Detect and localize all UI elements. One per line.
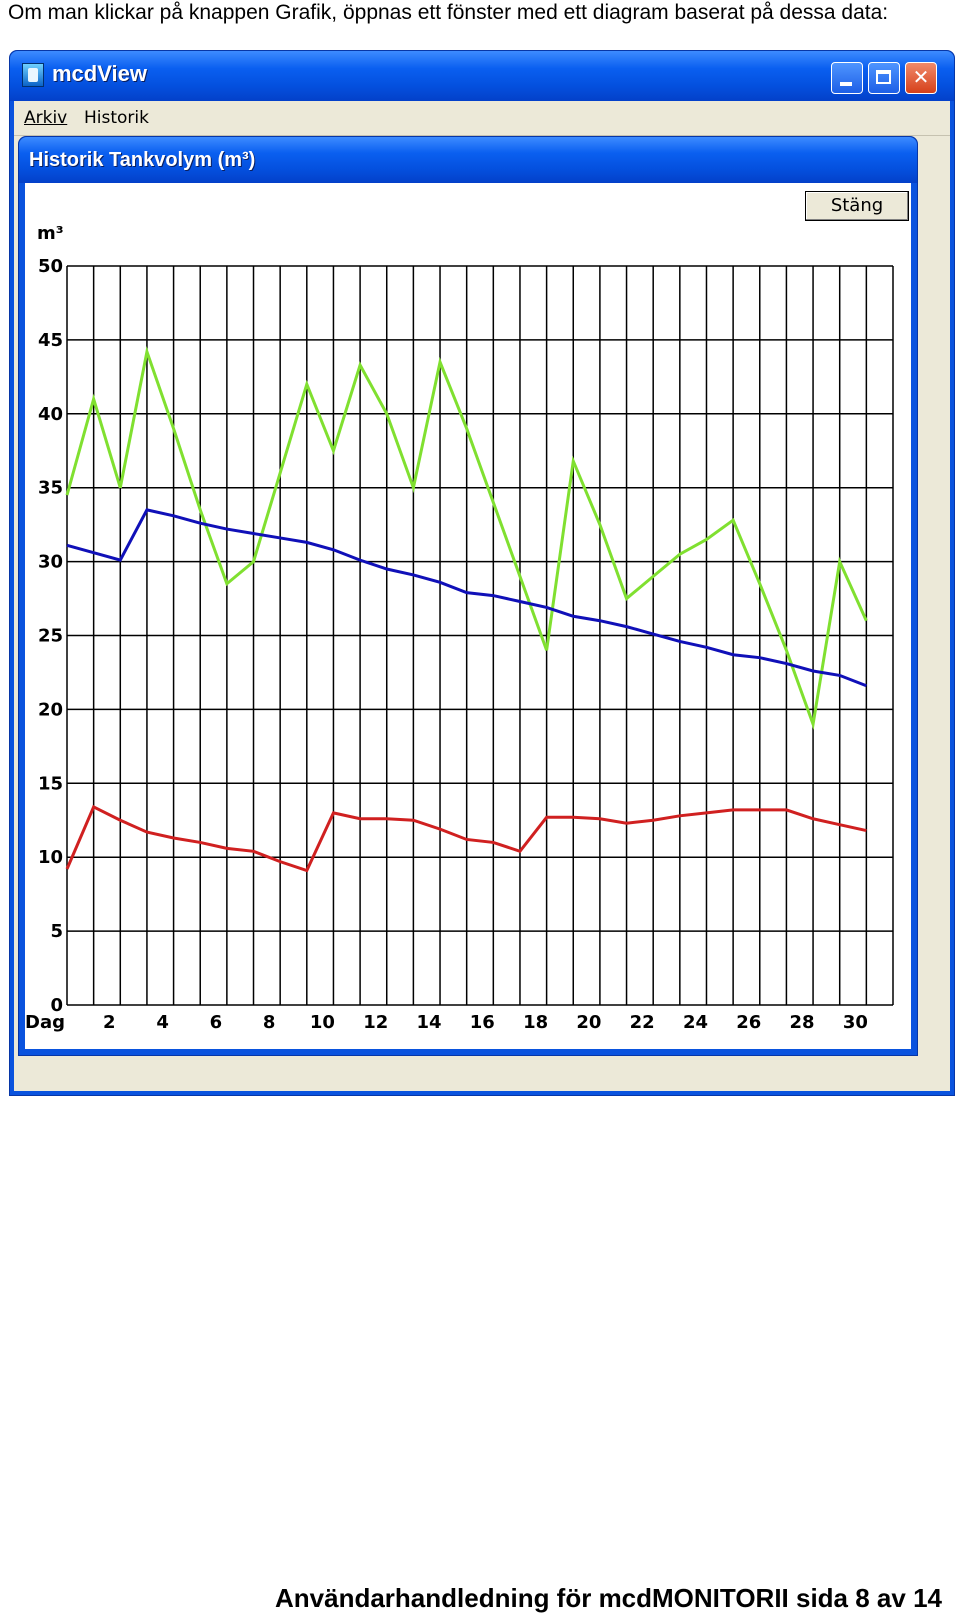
x-tick-label: 18 [523,1012,548,1033]
maximize-icon [876,70,891,84]
title-bar[interactable]: mcdView ✕ [10,51,954,101]
window-title: mcdView [52,61,147,86]
y-tick-label: 20 [38,699,63,720]
y-axis-label: m³ [37,223,64,244]
y-tick-label: 40 [38,404,63,425]
y-tick-label: 15 [38,773,63,794]
dialog-title-bar[interactable]: Historik Tankvolym (m³) [19,137,917,183]
history-dialog: Historik Tankvolym (m³) Stäng 0 5 10 15 20 25… [18,136,918,1056]
app-icon[interactable] [22,63,44,87]
x-tick-label: 4 [156,1012,169,1033]
x-tick-label: 12 [363,1012,388,1033]
mcdview-window: mcdView ✕ Arkiv Historik Historik Tankvo… [9,50,955,1096]
page-footer: Användarhandledning för mcdMONITORII sid… [275,1583,942,1613]
x-tick-label: 24 [683,1012,708,1033]
y-tick-label: 10 [38,847,63,868]
window-client-area: Historik Tankvolym (m³) Stäng 0 5 10 15 20 25… [14,136,950,1091]
y-tick-label: 5 [50,921,63,942]
series-line-2 [66,508,867,688]
dialog-title: Historik Tankvolym (m³) [29,149,256,171]
x-tick-label: 28 [790,1012,815,1033]
y-tick-label: 30 [38,552,63,573]
x-axis-label: Dag [25,1012,65,1033]
series-line-1 [65,345,868,731]
x-tick-label: 26 [736,1012,761,1033]
close-button[interactable]: ✕ [905,62,937,94]
intro-text: Om man klickar på knappen Grafik, öppnas… [8,1,889,24]
x-tick-label: 6 [210,1012,223,1033]
minimize-icon [840,82,852,86]
y-tick-label: 45 [38,330,63,351]
menu-historik[interactable]: Historik [84,108,149,128]
chart-panel: Stäng 0 5 10 15 20 25 30 35 40 45 50 2 4 6 8 10 12 14 16 18… [25,183,911,1049]
y-tick-label: 0 [50,995,63,1016]
menu-bar: Arkiv Historik [14,101,950,136]
maximize-button[interactable] [868,62,900,94]
x-tick-label: 16 [470,1012,495,1033]
menu-arkiv[interactable]: Arkiv [24,108,68,128]
x-tick-label: 20 [576,1012,601,1033]
stang-button[interactable]: Stäng [805,191,909,221]
x-tick-label: 2 [103,1012,116,1033]
series-line-3 [65,804,867,873]
x-tick-label: 10 [310,1012,335,1033]
x-tick-label: 30 [843,1012,868,1033]
y-tick-label: 25 [38,626,63,647]
x-tick-label: 14 [417,1012,442,1033]
y-tick-label: 35 [38,478,63,499]
close-icon: ✕ [912,65,930,89]
minimize-button[interactable] [831,62,863,94]
x-tick-label: 8 [263,1012,276,1033]
x-tick-label: 22 [630,1012,655,1033]
y-tick-label: 50 [38,256,63,277]
